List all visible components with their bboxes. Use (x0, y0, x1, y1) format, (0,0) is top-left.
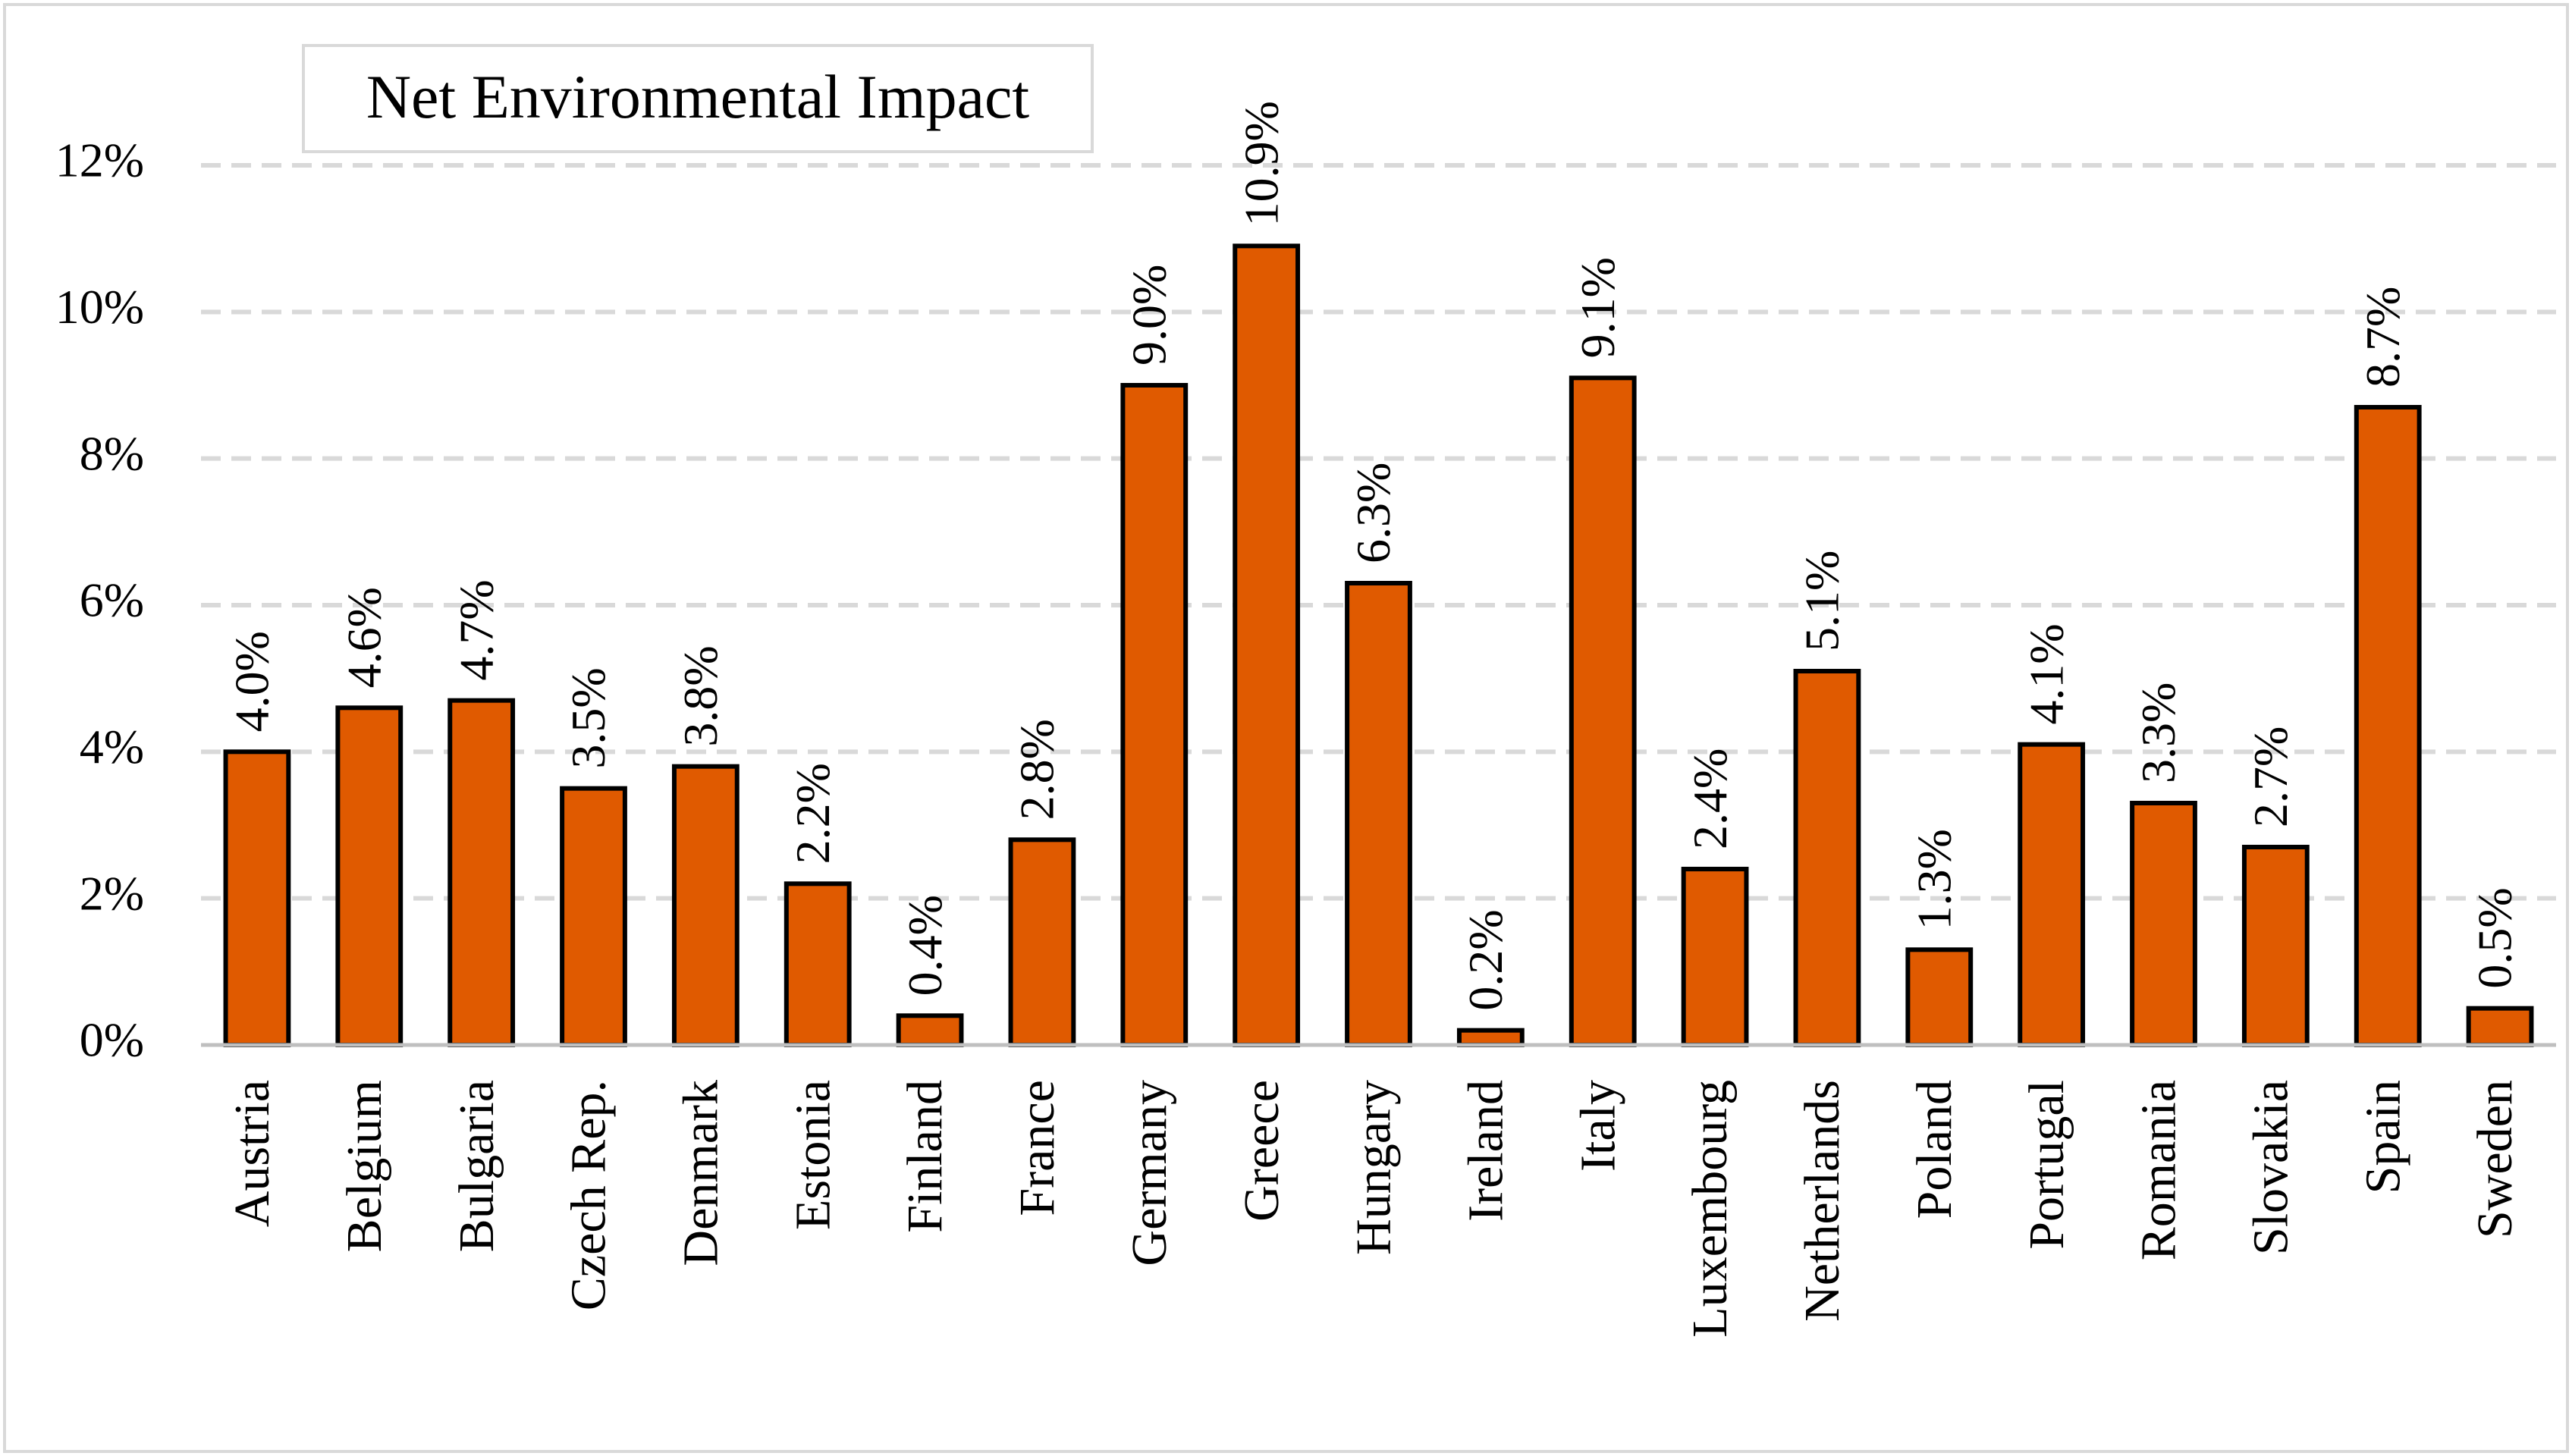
y-tick-label: 2% (80, 866, 144, 920)
data-label: 10.9% (1234, 101, 1288, 226)
bar-luxembourg (1681, 867, 1749, 1047)
data-label: 0.4% (898, 895, 952, 996)
x-tick-label: Belgium (337, 1080, 392, 1252)
bar-sweden (2466, 1006, 2534, 1047)
bar-netherlands (1793, 669, 1861, 1047)
bar-finland (896, 1013, 964, 1048)
x-tick-label: Portugal (2019, 1080, 2074, 1250)
y-tick-label: 10% (55, 280, 144, 334)
x-tick-label: Denmark (673, 1080, 728, 1266)
data-label: 6.3% (1346, 463, 1400, 563)
data-label: 9.0% (1122, 265, 1176, 366)
bar-bulgaria (448, 698, 516, 1048)
y-tick-label: 6% (80, 573, 144, 627)
data-label: 4.7% (449, 579, 503, 680)
legend-label: Net Environmental Impact (366, 62, 1030, 131)
bar-poland (1905, 947, 1974, 1048)
bar-spain (2354, 405, 2422, 1047)
data-label: 4.1% (2019, 623, 2073, 724)
y-tick-label: 12% (55, 133, 144, 187)
data-label: 3.8% (674, 645, 727, 746)
x-tick-label: Poland (1907, 1080, 1962, 1219)
data-label: 4.6% (337, 587, 391, 688)
x-tick-label: Romania (2131, 1080, 2187, 1260)
legend: Net Environmental Impact (302, 44, 1094, 153)
bar-estonia (784, 881, 852, 1048)
bar-germany (1120, 383, 1189, 1047)
y-axis-ticks: 0% 2% 4% 6% 8% 10% 12% (55, 133, 144, 1067)
bar-slovakia (2241, 845, 2310, 1047)
data-label: 0.5% (2468, 887, 2522, 988)
y-tick-label: 8% (80, 426, 144, 480)
x-tick-label: France (1010, 1080, 1065, 1216)
data-label: 5.1% (1795, 551, 1849, 651)
bar-france (1008, 837, 1076, 1048)
data-label: 3.3% (2131, 682, 2185, 783)
y-tick-label: 0% (80, 1013, 144, 1067)
x-tick-label: Greece (1234, 1080, 1289, 1222)
x-tick-label: Estonia (785, 1080, 840, 1230)
legend-box (302, 44, 1094, 153)
bar-italy (1569, 375, 1637, 1048)
y-tick-label: 4% (80, 720, 144, 774)
bar-austria (223, 749, 291, 1047)
x-axis-ticks: Austria Belgium Bulgaria Czech Rep. Denmark E… (225, 1080, 2523, 1338)
x-tick-label: Ireland (1458, 1080, 1513, 1222)
bar-hungary (1345, 581, 1412, 1047)
x-tick-label: Sweden (2467, 1080, 2523, 1238)
data-label: 9.1% (1571, 257, 1625, 358)
x-tick-label: Germany (1122, 1080, 1177, 1266)
x-tick-label: Netherlands (1795, 1080, 1850, 1322)
x-tick-label: Spain (2355, 1080, 2410, 1194)
bar-czech-rep (560, 786, 627, 1047)
x-tick-label: Finland (897, 1080, 953, 1233)
bar-portugal (2018, 742, 2086, 1048)
data-label: 2.8% (1010, 719, 1064, 820)
x-tick-label: Hungary (1346, 1080, 1402, 1255)
data-label: 3.5% (561, 667, 615, 768)
bar-romania (2130, 801, 2197, 1047)
data-label: 0.2% (1459, 909, 1512, 1010)
data-label: 2.2% (786, 763, 840, 864)
bar-denmark (671, 764, 740, 1048)
bar-belgium (335, 705, 404, 1047)
data-label: 2.7% (2244, 726, 2297, 827)
x-tick-label: Bulgaria (449, 1080, 504, 1252)
x-tick-label: Italy (1570, 1080, 1625, 1172)
data-label: 2.4% (1683, 748, 1737, 849)
data-label: 4.0% (225, 631, 279, 732)
x-tick-label: Slovakia (2243, 1080, 2298, 1255)
bar-greece (1233, 243, 1301, 1047)
data-label: 1.3% (1907, 829, 1961, 930)
bar-ireland (1456, 1028, 1525, 1047)
data-labels: 4.0% 4.6% 4.7% 3.5% 3.8% 2.2% 0.4% 2.8% 9.0% 10.9… (225, 101, 2522, 1011)
x-tick-label: Czech Rep. (561, 1080, 617, 1310)
x-tick-label: Austria (225, 1080, 280, 1227)
bars (223, 243, 2534, 1048)
x-tick-label: Luxembourg (1682, 1080, 1738, 1338)
data-label: 8.7% (2356, 287, 2410, 388)
